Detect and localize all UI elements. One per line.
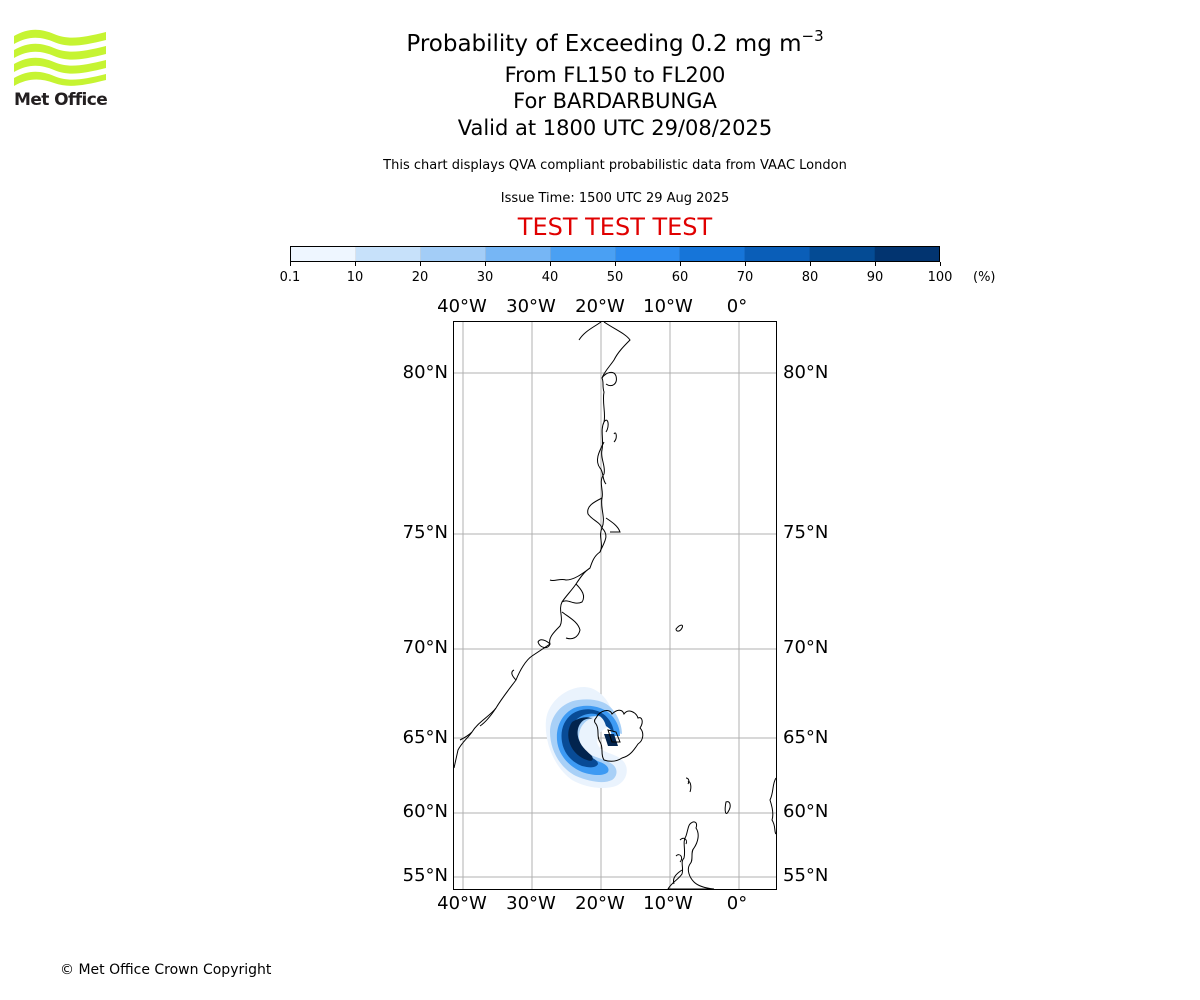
colorbar-tick-label: 50 bbox=[606, 270, 624, 285]
issue-time: Issue Time: 1500 UTC 29 Aug 2025 bbox=[500, 191, 730, 206]
longitude-label-bottom: 10°W bbox=[643, 893, 693, 914]
colorbar-segment bbox=[355, 247, 421, 261]
test-banner: TEST TEST TEST bbox=[517, 213, 713, 241]
colorbar-segment bbox=[875, 247, 940, 261]
map-panel bbox=[453, 321, 777, 890]
colorbar-tick bbox=[289, 262, 291, 266]
colorbar-tick-label: 70 bbox=[736, 270, 754, 285]
longitude-label-top: 30°W bbox=[506, 296, 556, 317]
copyright-notice: © Met Office Crown Copyright bbox=[60, 962, 272, 978]
chart-title-exponent: −3 bbox=[801, 27, 824, 45]
latitude-label-right: 60°N bbox=[783, 801, 829, 822]
colorbar-segment bbox=[550, 247, 616, 261]
colorbar-tick-label: 10 bbox=[346, 270, 364, 285]
longitude-label-top: 40°W bbox=[437, 296, 487, 317]
longitude-label-top: 0° bbox=[726, 296, 748, 317]
colorbar-segment bbox=[485, 247, 551, 261]
met-office-logo: Met Office bbox=[14, 28, 108, 112]
colorbar-tick-label: 30 bbox=[476, 270, 494, 285]
colorbar-tick bbox=[939, 262, 941, 266]
colorbar-tick-label: 100 bbox=[927, 270, 953, 285]
latitude-label-right: 65°N bbox=[783, 727, 829, 748]
latitude-label-left: 70°N bbox=[402, 637, 448, 658]
colorbar-segment bbox=[745, 247, 811, 261]
latitude-label-right: 80°N bbox=[783, 362, 829, 383]
met-office-waves-icon bbox=[14, 29, 106, 86]
chart-title-text: Probability of Exceeding 0.2 mg m bbox=[406, 31, 802, 57]
latitude-label-left: 60°N bbox=[402, 801, 448, 822]
latitude-label-left: 65°N bbox=[402, 727, 448, 748]
colorbar-tick-label: 60 bbox=[671, 270, 689, 285]
colorbar-tick bbox=[874, 262, 876, 266]
longitude-label-bottom: 30°W bbox=[506, 893, 556, 914]
longitude-label-top: 20°W bbox=[575, 296, 625, 317]
volcano-name: For BARDARBUNGA bbox=[513, 89, 717, 113]
probability-colorbar bbox=[290, 246, 940, 262]
colorbar-tick-label: 0.1 bbox=[279, 270, 301, 285]
latitude-label-right: 75°N bbox=[783, 522, 829, 543]
longitude-label-bottom: 0° bbox=[726, 893, 748, 914]
coastlines bbox=[454, 322, 776, 889]
latitude-label-left: 75°N bbox=[402, 522, 448, 543]
flight-level-range: From FL150 to FL200 bbox=[504, 63, 726, 87]
colorbar-tick bbox=[744, 262, 746, 266]
colorbar-segment bbox=[810, 247, 876, 261]
disclaimer-text: This chart displays QVA compliant probab… bbox=[383, 158, 847, 173]
latitude-label-right: 55°N bbox=[783, 865, 829, 886]
colorbar-segment bbox=[420, 247, 486, 261]
colorbar-tick bbox=[354, 262, 356, 266]
latitude-label-right: 70°N bbox=[783, 637, 829, 658]
colorbar-tick bbox=[484, 262, 486, 266]
latitude-label-left: 80°N bbox=[402, 362, 448, 383]
colorbar-tick bbox=[809, 262, 811, 266]
colorbar-segment bbox=[615, 247, 681, 261]
graticule bbox=[454, 322, 776, 889]
colorbar-tick-label: 80 bbox=[801, 270, 819, 285]
ash-plume bbox=[545, 687, 627, 788]
colorbar-tick-label: 90 bbox=[866, 270, 884, 285]
longitude-label-bottom: 40°W bbox=[437, 893, 487, 914]
longitude-label-top: 10°W bbox=[643, 296, 693, 317]
longitude-label-bottom: 20°W bbox=[575, 893, 625, 914]
map-svg bbox=[454, 322, 776, 889]
colorbar-tick bbox=[679, 262, 681, 266]
colorbar-tick bbox=[549, 262, 551, 266]
colorbar-segment bbox=[680, 247, 746, 261]
chart-title: Probability of Exceeding 0.2 mg m−3 bbox=[0, 27, 1200, 57]
valid-time: Valid at 1800 UTC 29/08/2025 bbox=[457, 116, 773, 140]
colorbar-tick-label: 20 bbox=[411, 270, 429, 285]
colorbar-tick bbox=[419, 262, 421, 266]
colorbar-tick bbox=[614, 262, 616, 266]
logo-text: Met Office bbox=[14, 90, 108, 110]
colorbar-unit: (%) bbox=[973, 270, 996, 285]
latitude-label-left: 55°N bbox=[402, 865, 448, 886]
colorbar-segment bbox=[291, 247, 356, 261]
colorbar-tick-label: 40 bbox=[541, 270, 559, 285]
